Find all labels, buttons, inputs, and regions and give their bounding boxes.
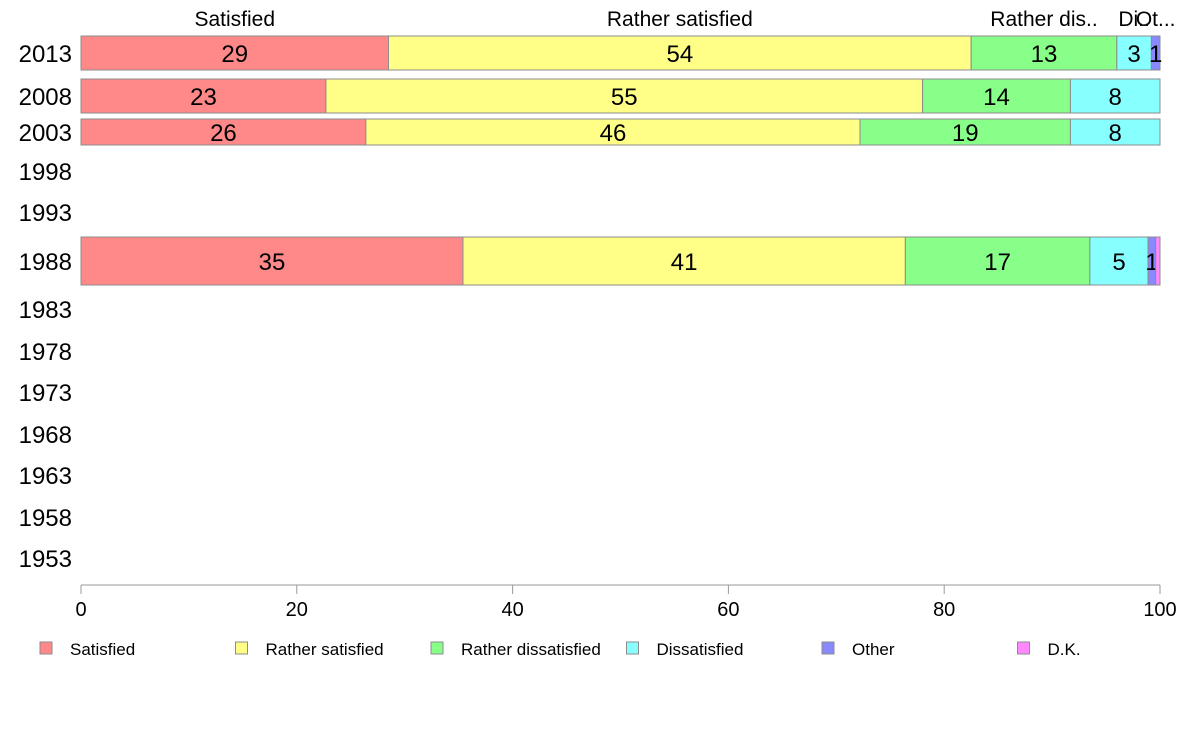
y-tick-label: 2003 <box>19 120 72 147</box>
data-label: 54 <box>666 41 693 68</box>
legend-swatch <box>430 641 444 655</box>
x-tick-label: 80 <box>933 599 955 621</box>
x-tick-label: 100 <box>1143 599 1176 621</box>
bar-segment <box>388 35 972 71</box>
data-label: 35 <box>259 249 286 276</box>
legend-label: Rather satisfied <box>266 640 384 659</box>
legend-label: Other <box>852 640 895 659</box>
bar-segment <box>1069 78 1161 114</box>
legend-swatch <box>821 641 835 655</box>
x-tick-label: 0 <box>75 599 86 621</box>
bar-segment <box>1089 236 1149 286</box>
top-category-label: Rather satisfied <box>607 8 753 31</box>
y-tick-label: 1968 <box>19 422 72 449</box>
data-label: 23 <box>190 84 217 111</box>
bar-segment <box>1069 118 1161 146</box>
data-label: 13 <box>1031 41 1058 68</box>
data-label: 8 <box>1109 84 1122 111</box>
x-tick-label: 40 <box>501 599 523 621</box>
x-tick-label: 20 <box>286 599 308 621</box>
data-label: 46 <box>600 120 627 147</box>
y-tick-label: 1978 <box>19 339 72 366</box>
top-category-label: Di.. <box>1118 8 1150 31</box>
data-label: 29 <box>221 41 248 68</box>
bar-segment <box>325 78 924 114</box>
legend-label: D.K. <box>1048 640 1081 659</box>
top-category-label: Rather dis.. <box>990 8 1097 31</box>
data-label: 3 <box>1127 41 1140 68</box>
legend-label: Satisfied <box>70 640 135 659</box>
top-category-label: Ot... <box>1136 8 1176 31</box>
legend-item: Dissatisfied <box>626 640 744 659</box>
data-label: 19 <box>952 120 979 147</box>
bar-segment <box>1155 236 1161 286</box>
data-label: 26 <box>210 120 237 147</box>
data-label: 55 <box>611 84 638 111</box>
bar-segment <box>80 78 327 114</box>
legend-label: Rather dissatisfied <box>461 640 601 659</box>
x-tick-label: 60 <box>717 599 739 621</box>
legend-swatch <box>626 641 639 655</box>
legend-item: D.K. <box>1017 640 1081 659</box>
bar-segment <box>1150 35 1161 71</box>
data-label: 14 <box>983 84 1010 111</box>
bar-row-2003: 26 46 19 8 <box>80 118 1161 147</box>
bar-segment <box>859 118 1071 146</box>
y-tick-label: 1973 <box>19 380 72 407</box>
bar-segment <box>80 236 464 286</box>
y-tick-label: 2008 <box>19 84 72 111</box>
y-tick-label: 1958 <box>19 505 72 532</box>
top-category-labels: Satisfied Rather satisfied Rather dis.. Di.… <box>194 8 1175 31</box>
legend-item: Satisfied <box>39 640 135 659</box>
bar-segment <box>904 236 1091 286</box>
x-axis: 0 20 40 60 80 100 <box>75 584 1177 621</box>
y-tick-label: 1998 <box>19 159 72 186</box>
legend-label: Dissatisfied <box>657 640 744 659</box>
bar-row-1988: 35 41 17 5 1 <box>80 236 1161 286</box>
data-label: 17 <box>984 249 1011 276</box>
y-tick-label: 2013 <box>19 41 72 68</box>
data-label: 8 <box>1109 120 1122 147</box>
y-tick-label: 1988 <box>19 249 72 276</box>
bar-segment <box>80 118 367 146</box>
legend-item: Other <box>821 640 895 659</box>
data-label: 1 <box>1149 41 1162 68</box>
legend-swatch <box>235 641 248 655</box>
y-tick-label: 1983 <box>19 297 72 324</box>
top-category-label: Satisfied <box>194 8 275 31</box>
legend-item: Rather dissatisfied <box>430 640 601 659</box>
bar-segment <box>462 236 906 286</box>
bar-row-2013: 29 54 13 3 1 <box>80 35 1162 71</box>
bars: 29 54 13 3 123 55 14 826 46 19 835 41 17 5 1 <box>80 35 1162 286</box>
bar-segment <box>922 78 1071 114</box>
legend-swatch <box>1017 641 1030 655</box>
data-label: 41 <box>671 249 698 276</box>
y-tick-label: 1993 <box>19 200 72 227</box>
y-tick-label: 1953 <box>19 546 72 573</box>
bar-row-2008: 23 55 14 8 <box>80 78 1161 114</box>
legend: Satisfied Rather satisfied Rather dissatis… <box>39 640 1081 659</box>
data-label: 5 <box>1112 249 1125 276</box>
legend-swatch <box>39 641 53 655</box>
y-tick-label: 1963 <box>19 463 72 490</box>
y-axis-labels: 2013 2008 2003 1998 1993 1988 1983 1978 1973 1968… <box>19 41 72 573</box>
legend-item: Rather satisfied <box>235 640 384 659</box>
